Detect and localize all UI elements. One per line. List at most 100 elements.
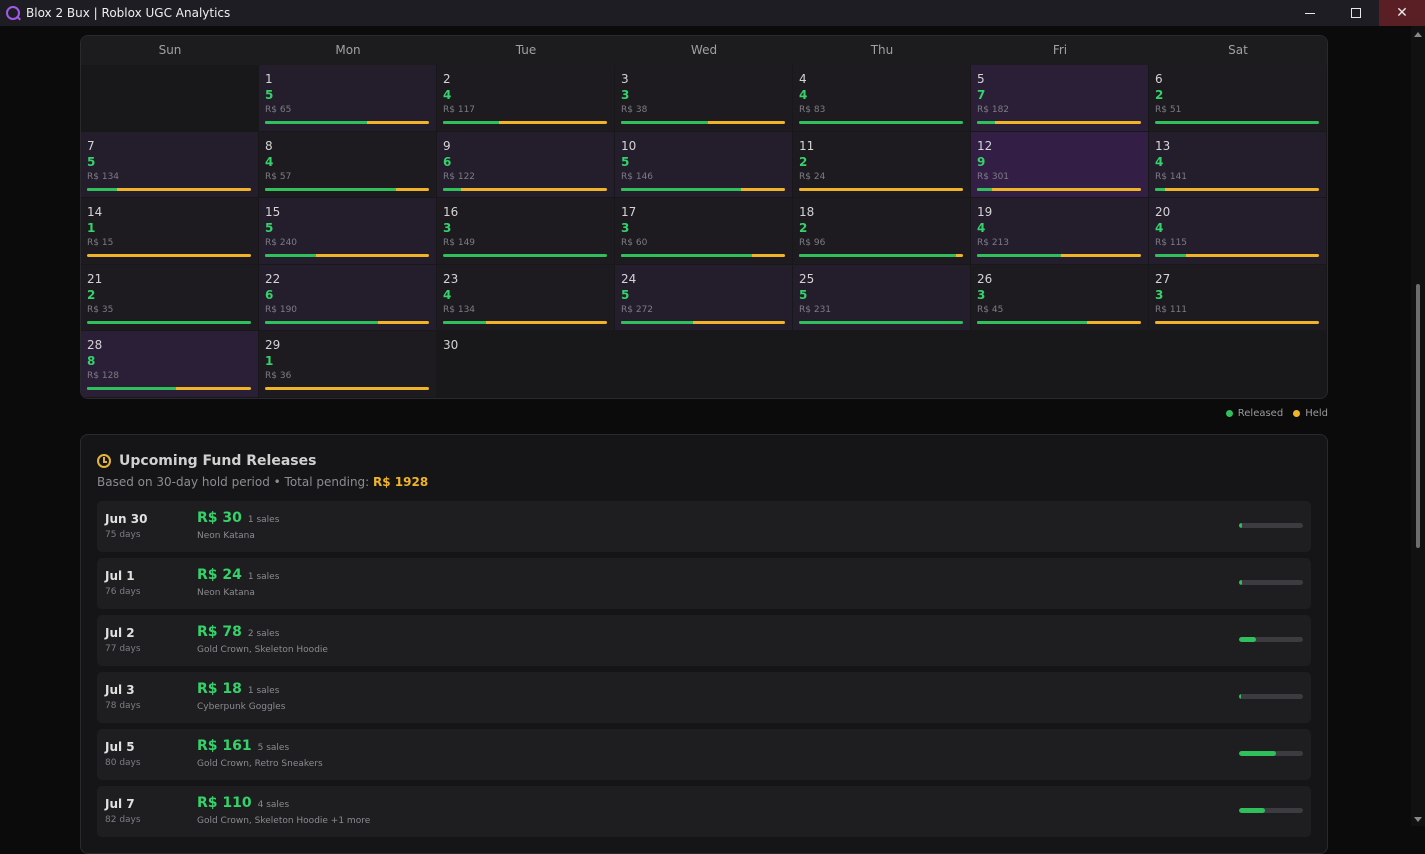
day-sales-count: 4 — [265, 154, 274, 169]
calendar-day-cell[interactable]: 28 8 R$ 128 — [81, 331, 259, 398]
calendar-day-cell[interactable]: 3 3 R$ 38 — [615, 65, 793, 132]
day-revenue: R$ 182 — [977, 105, 1010, 115]
released-portion — [621, 254, 753, 258]
legend-held-label: Held — [1305, 408, 1328, 419]
calendar-day-cell[interactable]: 27 3 R$ 111 — [1149, 264, 1327, 332]
released-portion — [265, 121, 367, 124]
day-revenue: R$ 231 — [799, 304, 832, 315]
calendar-day-cell[interactable]: 13 4 R$ 141 — [1149, 131, 1327, 199]
release-row[interactable]: Jul 5 80 days R$ 161 5 sales Gold Crown, Ret… — [97, 729, 1311, 780]
calendar-day-cell[interactable]: 12 9 R$ 301 — [971, 131, 1149, 199]
released-held-bar — [621, 254, 785, 258]
calendar-day-cell[interactable]: 1 5 R$ 65 — [259, 65, 437, 132]
calendar-day-cell[interactable]: 29 1 R$ 36 — [259, 331, 437, 398]
calendar-day-cell[interactable]: 4 4 R$ 83 — [793, 65, 971, 132]
released-held-bar — [1155, 320, 1319, 324]
day-revenue: R$ 146 — [621, 171, 654, 182]
calendar-day-cell[interactable]: 30 — [437, 331, 615, 398]
day-revenue: R$ 38 — [621, 105, 648, 115]
day-revenue: R$ 134 — [87, 171, 120, 182]
calendar-day-cell[interactable]: 22 6 R$ 190 — [259, 264, 437, 332]
release-row[interactable]: Jul 7 82 days R$ 110 4 sales Gold Crown, Ske… — [97, 786, 1311, 837]
release-date: Jul 5 — [105, 740, 135, 754]
release-progress-fill — [1239, 637, 1257, 642]
release-row[interactable]: Jun 30 75 days R$ 30 1 sales Neon Katana — [97, 501, 1311, 552]
calendar-day-cell[interactable]: 20 4 R$ 115 — [1149, 198, 1327, 265]
calendar-day-cell[interactable]: 2 4 R$ 117 — [437, 65, 615, 132]
day-sales-count: 1 — [87, 221, 96, 236]
close-button[interactable]: ✕ — [1379, 0, 1425, 26]
released-portion — [87, 387, 176, 391]
day-revenue: R$ 122 — [443, 171, 476, 182]
weekday-label: Fri — [1052, 43, 1068, 57]
released-portion — [977, 254, 1061, 258]
calendar-day-cell[interactable]: 9 6 R$ 122 — [437, 131, 615, 199]
release-row[interactable]: Jul 3 78 days R$ 18 1 sales Cyberpunk Goggle… — [97, 672, 1311, 723]
day-number: 30 — [443, 338, 459, 353]
day-revenue: R$ 60 — [621, 238, 648, 249]
calendar-day-cell[interactable]: 16 3 R$ 149 — [437, 198, 615, 265]
calendar-day-cell[interactable]: 25 5 R$ 231 — [793, 264, 971, 332]
calendar-day-cell[interactable]: 5 7 R$ 182 — [971, 65, 1149, 132]
minimize-button[interactable] — [1287, 0, 1333, 26]
day-number: 7 — [87, 138, 95, 153]
panel-title: Upcoming Fund Releases — [119, 453, 317, 469]
release-row[interactable]: Jul 2 77 days R$ 78 2 sales Gold Crown, Skel… — [97, 615, 1311, 666]
calendar-day-cell[interactable]: 11 2 R$ 24 — [793, 131, 971, 199]
release-item-names: Gold Crown, Skeleton Hoodie — [197, 645, 328, 655]
released-held-bar — [265, 320, 429, 324]
day-number: 14 — [87, 205, 103, 220]
calendar-day-cell[interactable]: 24 5 R$ 272 — [615, 264, 793, 332]
weekday-label: Thu — [870, 43, 894, 57]
release-row[interactable]: Jul 1 76 days R$ 24 1 sales Neon Katana — [97, 558, 1311, 609]
scroll-thumb[interactable] — [1416, 284, 1420, 548]
calendar-day-cell[interactable]: 7 5 R$ 134 — [81, 131, 259, 199]
calendar-day-cell[interactable]: 21 2 R$ 35 — [81, 264, 259, 332]
released-portion — [265, 187, 397, 191]
calendar-day-cell[interactable]: 19 4 R$ 213 — [971, 198, 1149, 265]
scroll-down-icon[interactable] — [1414, 817, 1422, 822]
calendar-day-cell[interactable]: 14 1 R$ 15 — [81, 198, 259, 265]
calendar-day-cell[interactable]: 23 4 R$ 134 — [437, 264, 615, 332]
day-number: 1 — [265, 72, 273, 86]
calendar-day-cell[interactable]: 26 3 R$ 45 — [971, 264, 1149, 332]
calendar-day-cell[interactable]: 18 2 R$ 96 — [793, 198, 971, 265]
released-portion — [265, 320, 379, 324]
day-revenue: R$ 45 — [977, 304, 1004, 315]
released-portion — [87, 320, 251, 324]
day-number: 25 — [799, 271, 815, 286]
calendar-day-cell[interactable]: 8 4 R$ 57 — [259, 131, 437, 199]
day-sales-count: 4 — [443, 88, 452, 102]
day-sales-count: 2 — [799, 221, 808, 236]
day-sales-count: 4 — [1155, 221, 1164, 236]
minimize-icon — [1305, 12, 1315, 14]
window-controls: ✕ — [1287, 0, 1425, 26]
day-sales-count: 2 — [1155, 88, 1164, 102]
calendar-day-cell[interactable]: 10 5 R$ 146 — [615, 131, 793, 199]
release-progress-track — [1239, 808, 1303, 813]
day-revenue: R$ 213 — [977, 238, 1010, 249]
released-held-bar — [621, 320, 785, 324]
vertical-scrollbar[interactable] — [1411, 26, 1425, 826]
released-portion — [977, 320, 1087, 324]
day-sales-count: 5 — [799, 287, 808, 302]
release-date: Jul 1 — [105, 569, 135, 583]
released-held-bar — [87, 254, 251, 258]
day-number: 16 — [443, 205, 459, 220]
calendar-day-cell[interactable]: 15 5 R$ 240 — [259, 198, 437, 265]
released-portion — [977, 187, 992, 191]
maximize-button[interactable] — [1333, 0, 1379, 26]
day-revenue: R$ 128 — [87, 371, 120, 382]
released-portion — [87, 187, 117, 191]
released-portion — [799, 121, 963, 124]
day-number: 4 — [799, 72, 807, 86]
calendar-day-cell[interactable]: 17 3 R$ 60 — [615, 198, 793, 265]
day-number: 26 — [977, 271, 993, 286]
release-amount-line: R$ 18 1 sales — [197, 681, 279, 697]
release-progress-track — [1239, 580, 1303, 585]
released-held-bar — [87, 320, 251, 324]
day-revenue: R$ 36 — [265, 371, 292, 382]
day-revenue: R$ 115 — [1155, 238, 1188, 249]
calendar-day-cell[interactable]: 6 2 R$ 51 — [1149, 65, 1327, 132]
scroll-up-icon[interactable] — [1414, 32, 1422, 37]
